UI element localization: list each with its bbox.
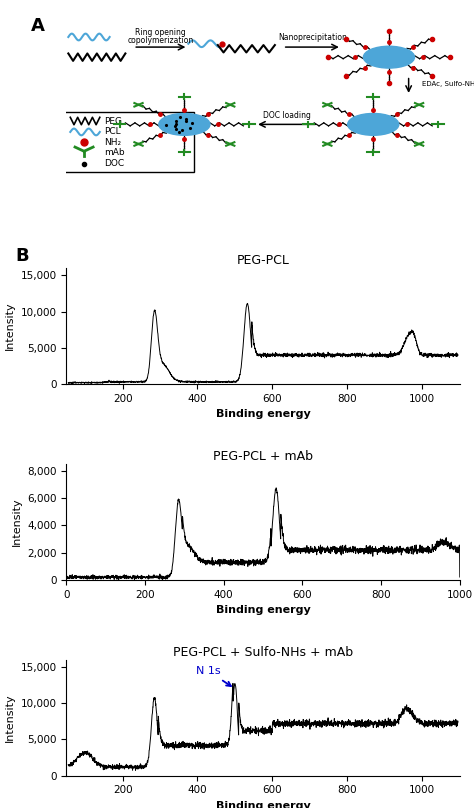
X-axis label: Binding energy: Binding energy: [216, 801, 310, 808]
Title: PEG-PCL: PEG-PCL: [237, 254, 290, 267]
Circle shape: [347, 113, 399, 135]
Text: PEG: PEG: [104, 116, 122, 125]
Y-axis label: Intensity: Intensity: [5, 302, 15, 351]
Y-axis label: Intensity: Intensity: [5, 693, 15, 742]
Text: copolymerization: copolymerization: [128, 36, 194, 45]
Title: PEG-PCL + Sulfo-NHs + mAb: PEG-PCL + Sulfo-NHs + mAb: [173, 646, 353, 659]
Circle shape: [364, 46, 415, 68]
Text: A: A: [31, 17, 45, 35]
X-axis label: Binding energy: Binding energy: [216, 605, 310, 615]
Text: N 1s: N 1s: [196, 667, 231, 686]
Text: EDAc, Sulfo-NHS: EDAc, Sulfo-NHS: [422, 81, 474, 86]
Text: DOC: DOC: [104, 159, 124, 168]
Text: DOC loading: DOC loading: [263, 112, 310, 120]
X-axis label: Binding energy: Binding energy: [216, 410, 310, 419]
Circle shape: [159, 113, 210, 135]
Text: B: B: [15, 247, 29, 265]
Text: Nanoprecipitation: Nanoprecipitation: [278, 32, 346, 41]
Text: NH₂: NH₂: [104, 137, 121, 146]
Text: Ring opening: Ring opening: [136, 28, 186, 37]
Text: PCL: PCL: [104, 128, 120, 137]
Text: mAb: mAb: [104, 148, 124, 157]
Y-axis label: Intensity: Intensity: [11, 498, 22, 546]
Title: PEG-PCL + mAb: PEG-PCL + mAb: [213, 450, 313, 463]
